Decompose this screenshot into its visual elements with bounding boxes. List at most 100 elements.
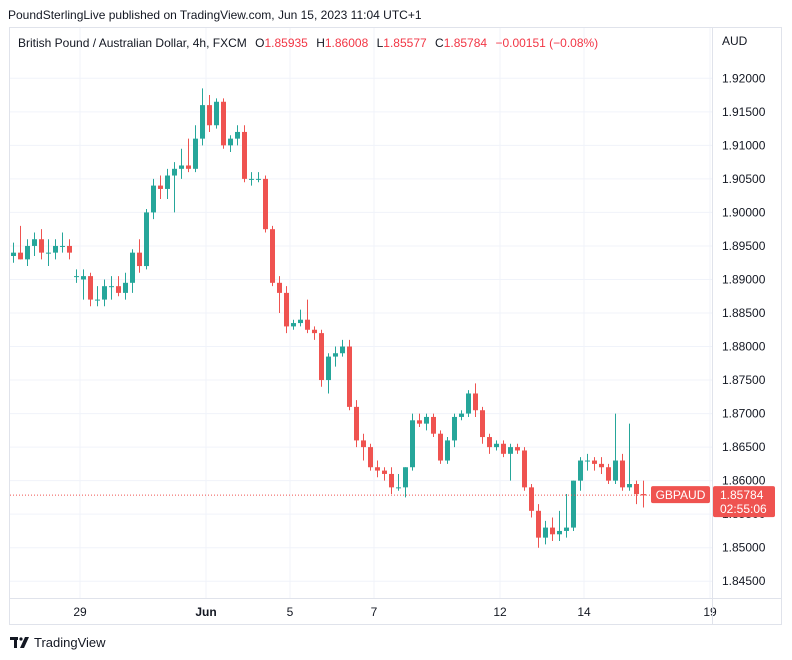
candle-body[interactable] xyxy=(123,282,128,293)
candle-body[interactable] xyxy=(340,346,345,354)
candle-body[interactable] xyxy=(186,165,191,169)
candle-body[interactable] xyxy=(39,239,44,253)
candle-body[interactable] xyxy=(277,282,282,293)
candle-body[interactable] xyxy=(452,416,457,441)
candle-body[interactable] xyxy=(319,333,324,381)
candle-body[interactable] xyxy=(613,460,618,481)
candle-body[interactable] xyxy=(522,450,527,488)
candle-body[interactable] xyxy=(585,460,590,462)
candle-body[interactable] xyxy=(438,433,443,461)
candle-body[interactable] xyxy=(193,138,198,169)
candle-body[interactable] xyxy=(214,101,219,126)
candle-body[interactable] xyxy=(368,447,373,468)
candle-body[interactable] xyxy=(18,252,23,260)
candle-body[interactable] xyxy=(88,276,93,300)
candle-body[interactable] xyxy=(606,467,611,481)
candle-body[interactable] xyxy=(179,165,184,169)
candle-body[interactable] xyxy=(256,178,261,180)
candle-body[interactable] xyxy=(501,443,506,454)
candle-body[interactable] xyxy=(480,410,485,438)
candle-body[interactable] xyxy=(627,484,632,488)
candle-body[interactable] xyxy=(60,245,65,247)
candle-body[interactable] xyxy=(291,323,296,327)
candle-body[interactable] xyxy=(95,299,100,301)
candle-body[interactable] xyxy=(403,467,408,488)
candle-body[interactable] xyxy=(25,245,30,260)
candle-body[interactable] xyxy=(270,229,275,283)
candle-body[interactable] xyxy=(599,463,604,468)
x-tick-label: 5 xyxy=(287,605,294,619)
candle-body[interactable] xyxy=(389,473,394,488)
candle-body[interactable] xyxy=(410,420,415,468)
candle-body[interactable] xyxy=(550,527,555,535)
candle-body[interactable] xyxy=(382,470,387,474)
candle-body[interactable] xyxy=(151,185,156,213)
candle-body[interactable] xyxy=(221,101,226,146)
candle-body[interactable] xyxy=(578,460,583,481)
candle-body[interactable] xyxy=(361,440,366,448)
candle-body[interactable] xyxy=(144,212,149,267)
candle-body[interactable] xyxy=(298,319,303,324)
candle-body[interactable] xyxy=(529,487,534,511)
candle-body[interactable] xyxy=(431,416,436,434)
candle-body[interactable] xyxy=(333,353,338,357)
candle-body[interactable] xyxy=(67,245,72,253)
candle-body[interactable] xyxy=(81,276,86,280)
candle-body[interactable] xyxy=(557,530,562,535)
y-tick-label: 1.90500 xyxy=(722,172,766,186)
candle-body[interactable] xyxy=(172,168,177,176)
y-tick-label: 1.86500 xyxy=(722,440,766,454)
candle-body[interactable] xyxy=(53,245,58,253)
candle-body[interactable] xyxy=(74,276,79,278)
candle-body[interactable] xyxy=(536,510,541,538)
candle-body[interactable] xyxy=(494,443,499,448)
y-tick-label: 1.87000 xyxy=(722,407,766,421)
y-tick-label: 1.92000 xyxy=(722,71,766,85)
candle-body[interactable] xyxy=(165,175,170,189)
candle-body[interactable] xyxy=(417,420,422,424)
candle-body[interactable] xyxy=(375,467,380,471)
candle-body[interactable] xyxy=(32,239,37,246)
candle-body[interactable] xyxy=(508,447,513,454)
candle-body[interactable] xyxy=(249,178,254,180)
candle-body[interactable] xyxy=(235,131,240,139)
candle-body[interactable] xyxy=(424,416,429,424)
candle-body[interactable] xyxy=(473,393,478,411)
candle-body[interactable] xyxy=(634,484,639,495)
candle-body[interactable] xyxy=(263,178,268,230)
candle-body[interactable] xyxy=(207,105,212,126)
x-tick-label: 29 xyxy=(73,605,87,619)
candle-body[interactable] xyxy=(571,480,576,528)
candle-body[interactable] xyxy=(620,460,625,488)
candle-body[interactable] xyxy=(305,319,310,330)
candle-body[interactable] xyxy=(445,440,450,461)
candle-body[interactable] xyxy=(200,105,205,139)
candle-body[interactable] xyxy=(487,437,492,448)
candle-body[interactable] xyxy=(228,138,233,146)
candle-body[interactable] xyxy=(515,447,520,451)
candle-body[interactable] xyxy=(130,252,135,283)
candle-body[interactable] xyxy=(312,329,317,334)
candle-body[interactable] xyxy=(459,413,464,417)
candle-body[interactable] xyxy=(242,131,247,179)
candle-body[interactable] xyxy=(347,346,352,407)
change-value: −0.00151 (−0.08%) xyxy=(495,36,599,50)
candle-body[interactable] xyxy=(396,487,401,489)
candle-body[interactable] xyxy=(326,356,331,381)
candle-body[interactable] xyxy=(109,286,114,288)
candle-body[interactable] xyxy=(354,406,359,441)
candle-body[interactable] xyxy=(137,252,142,267)
candle-body[interactable] xyxy=(564,527,569,531)
candle-body[interactable] xyxy=(158,185,163,189)
candle-body[interactable] xyxy=(466,393,471,414)
candle-body[interactable] xyxy=(284,292,289,327)
candle-body[interactable] xyxy=(116,286,121,293)
candle-body[interactable] xyxy=(102,286,107,300)
close-value: 1.85784 xyxy=(443,36,488,50)
candle-body[interactable] xyxy=(592,460,597,464)
candle-body[interactable] xyxy=(11,252,16,256)
candle-body[interactable] xyxy=(46,252,51,254)
candle-body[interactable] xyxy=(543,527,548,538)
tradingview-logo[interactable]: TradingView xyxy=(10,635,106,650)
